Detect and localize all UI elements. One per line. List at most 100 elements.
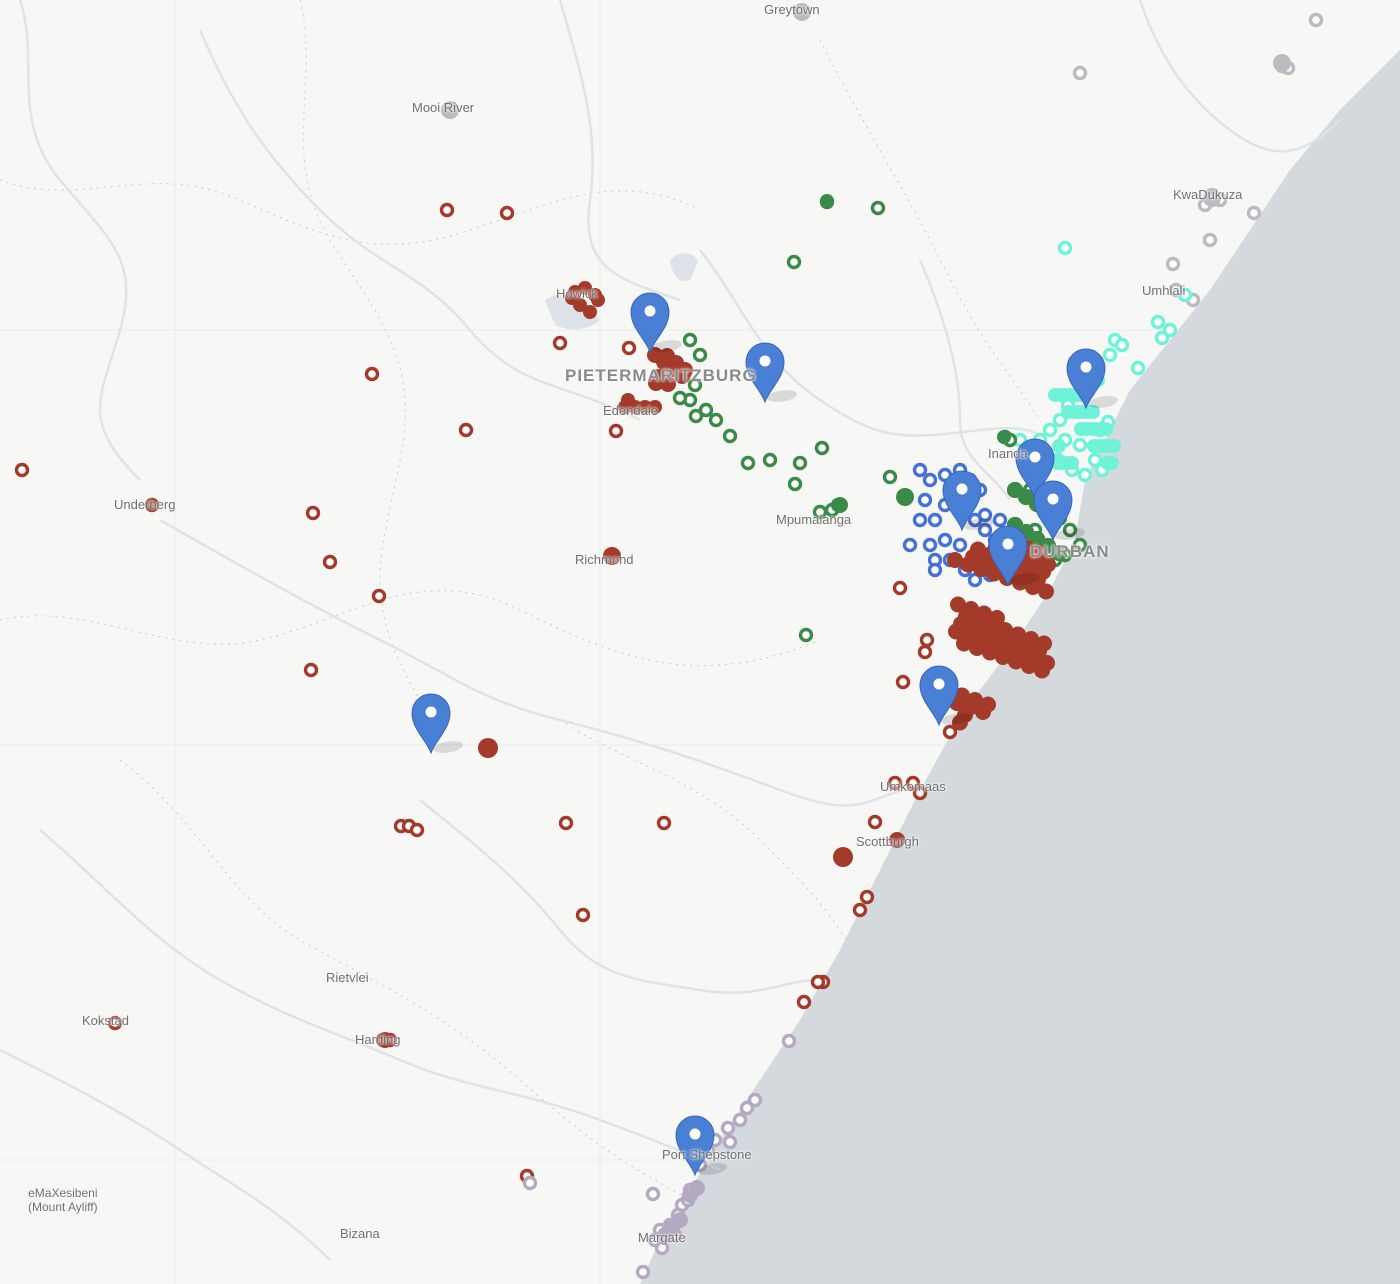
data-point-marker[interactable] (1062, 522, 1078, 538)
data-point-cluster[interactable] (970, 541, 986, 558)
data-point-marker[interactable] (1130, 360, 1146, 376)
data-point-marker[interactable] (558, 815, 574, 831)
data-point-marker[interactable] (887, 775, 903, 791)
data-point-marker[interactable] (14, 462, 30, 478)
data-point-marker[interactable] (1308, 12, 1324, 28)
data-point-cluster[interactable] (1099, 422, 1113, 436)
data-point-cluster[interactable] (638, 400, 652, 414)
data-point-cluster[interactable] (950, 596, 966, 613)
data-point-marker[interactable] (992, 512, 1008, 528)
location-pin[interactable] (942, 470, 998, 532)
data-point-marker[interactable] (796, 994, 812, 1010)
data-point-cluster[interactable] (648, 400, 662, 414)
data-point-marker[interactable] (552, 335, 568, 351)
data-point-cluster[interactable] (963, 601, 979, 617)
data-point-cluster[interactable] (578, 281, 592, 295)
data-point-marker[interactable] (895, 674, 911, 690)
data-point-cluster[interactable] (1107, 439, 1121, 453)
data-point-marker[interactable] (892, 580, 908, 596)
data-point-cluster[interactable] (1105, 456, 1119, 470)
data-point-marker[interactable] (917, 492, 933, 508)
data-point-marker[interactable] (608, 423, 624, 439)
data-point-cluster[interactable] (1040, 556, 1056, 573)
data-point-cluster[interactable] (441, 101, 459, 119)
data-point-marker[interactable] (1102, 347, 1118, 363)
data-point-marker[interactable] (708, 412, 724, 428)
data-point-marker[interactable] (787, 476, 803, 492)
data-point-cluster[interactable] (980, 696, 996, 713)
data-point-cluster[interactable] (947, 552, 963, 568)
data-point-marker[interactable] (927, 562, 943, 578)
data-point-marker[interactable] (917, 644, 933, 660)
data-point-cluster[interactable] (1203, 189, 1221, 207)
data-point-marker[interactable] (937, 532, 953, 548)
data-point-marker[interactable] (927, 512, 943, 528)
location-pin[interactable] (919, 665, 975, 727)
data-point-cluster[interactable] (591, 293, 605, 307)
data-point-marker[interactable] (1072, 437, 1088, 453)
data-point-cluster[interactable] (1039, 655, 1055, 671)
data-point-marker[interactable] (912, 785, 928, 801)
data-point-cluster[interactable] (1023, 631, 1039, 647)
data-point-marker[interactable] (687, 377, 703, 393)
location-pin[interactable] (1066, 348, 1122, 410)
data-point-marker[interactable] (303, 662, 319, 678)
data-point-marker[interactable] (739, 1100, 755, 1116)
data-point-marker[interactable] (499, 205, 515, 221)
data-point-marker[interactable] (792, 455, 808, 471)
data-point-marker[interactable] (1150, 314, 1166, 330)
data-point-cluster[interactable] (997, 430, 1011, 444)
data-point-cluster[interactable] (603, 547, 621, 565)
data-point-marker[interactable] (977, 507, 993, 523)
data-point-cluster[interactable] (145, 500, 155, 510)
data-point-cluster[interactable] (1036, 635, 1052, 652)
data-point-marker[interactable] (852, 902, 868, 918)
data-point-marker[interactable] (798, 627, 814, 643)
location-pin[interactable] (1033, 480, 1089, 542)
data-point-marker[interactable] (692, 347, 708, 363)
data-point-marker[interactable] (882, 469, 898, 485)
data-point-marker[interactable] (654, 1240, 670, 1256)
data-point-cluster[interactable] (1038, 583, 1054, 600)
data-point-marker[interactable] (720, 1120, 736, 1136)
data-point-marker[interactable] (1087, 452, 1103, 468)
data-point-marker[interactable] (635, 1264, 651, 1280)
data-point-cluster[interactable] (677, 362, 693, 378)
location-pin[interactable] (675, 1115, 731, 1177)
data-point-marker[interactable] (786, 254, 802, 270)
data-point-marker[interactable] (1072, 537, 1088, 553)
data-point-marker[interactable] (762, 452, 778, 468)
data-point-cluster[interactable] (820, 194, 834, 208)
data-point-cluster[interactable] (1032, 544, 1048, 561)
data-point-cluster[interactable] (997, 622, 1013, 638)
data-point-marker[interactable] (364, 366, 380, 382)
data-point-marker[interactable] (942, 724, 958, 740)
data-point-cluster[interactable] (976, 605, 992, 622)
data-point-cluster[interactable] (1010, 626, 1026, 643)
data-point-marker[interactable] (439, 202, 455, 218)
data-point-marker[interactable] (722, 428, 738, 444)
data-point-cluster[interactable] (1086, 405, 1100, 419)
data-point-cluster[interactable] (989, 610, 1005, 626)
data-point-marker[interactable] (810, 974, 826, 990)
data-point-marker[interactable] (371, 588, 387, 604)
data-point-marker[interactable] (522, 1175, 538, 1191)
data-point-cluster[interactable] (833, 847, 853, 867)
data-point-marker[interactable] (967, 572, 983, 588)
data-point-marker[interactable] (740, 455, 756, 471)
location-pin[interactable] (745, 342, 801, 404)
data-point-cluster[interactable] (1051, 545, 1067, 561)
data-point-marker[interactable] (645, 1186, 661, 1202)
data-point-marker[interactable] (814, 440, 830, 456)
data-point-marker[interactable] (1165, 256, 1181, 272)
data-point-cluster[interactable] (672, 1212, 688, 1228)
data-point-cluster[interactable] (967, 692, 983, 708)
data-point-marker[interactable] (322, 554, 338, 570)
data-point-marker[interactable] (922, 472, 938, 488)
data-point-cluster[interactable] (660, 376, 676, 392)
data-point-marker[interactable] (621, 340, 637, 356)
data-point-marker[interactable] (1042, 422, 1058, 438)
data-point-marker[interactable] (912, 462, 928, 478)
location-pin[interactable] (411, 693, 467, 755)
data-point-marker[interactable] (1154, 330, 1170, 346)
